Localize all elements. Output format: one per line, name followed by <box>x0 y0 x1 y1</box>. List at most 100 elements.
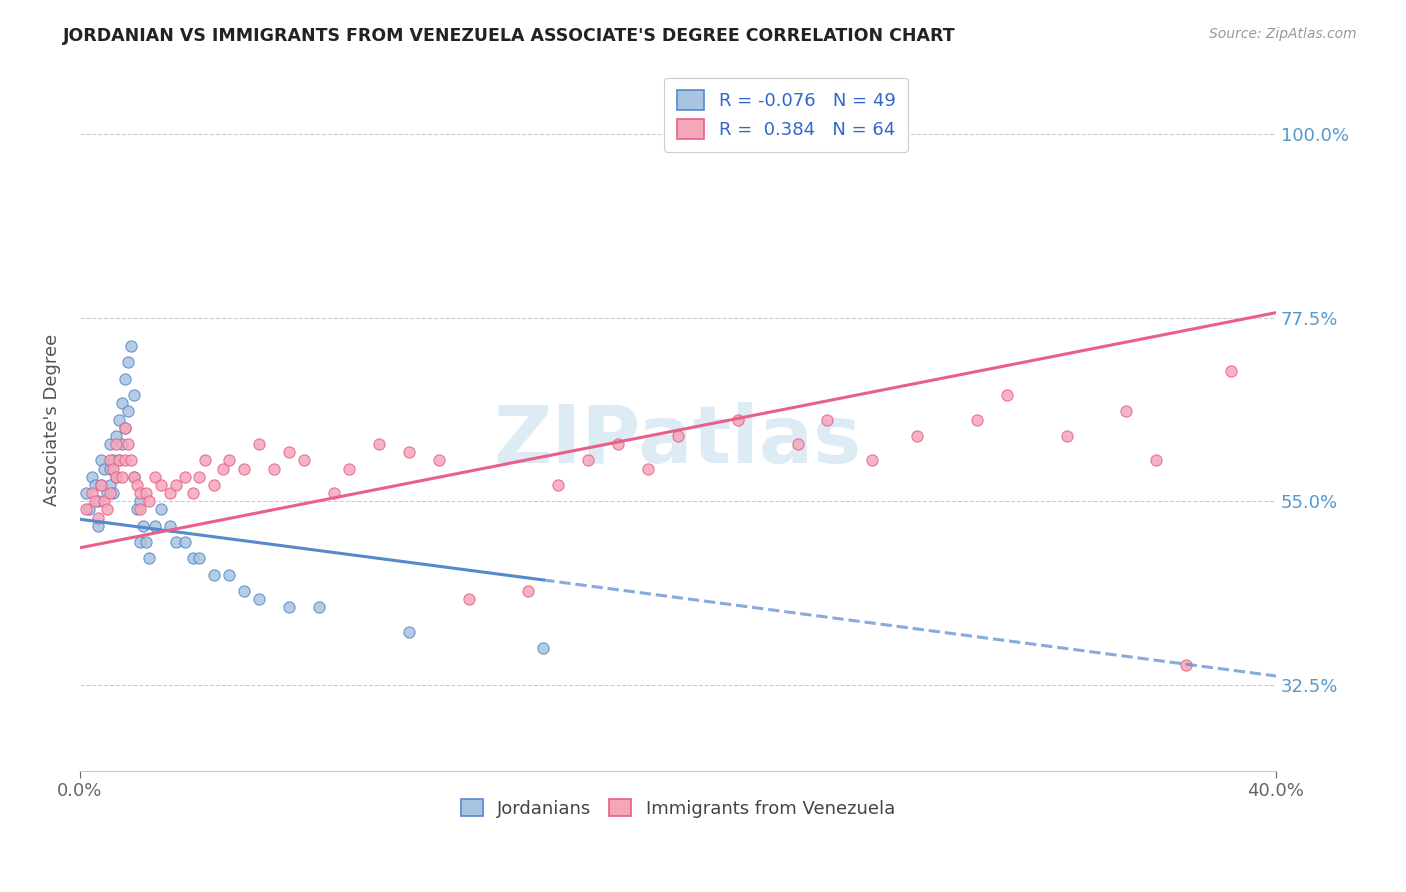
Point <box>786 437 808 451</box>
Point <box>117 437 139 451</box>
Point <box>111 469 134 483</box>
Point <box>104 469 127 483</box>
Point <box>966 412 988 426</box>
Point <box>98 486 121 500</box>
Text: Source: ZipAtlas.com: Source: ZipAtlas.com <box>1209 27 1357 41</box>
Point <box>93 494 115 508</box>
Point <box>122 469 145 483</box>
Point <box>75 502 97 516</box>
Point <box>457 592 479 607</box>
Point <box>138 551 160 566</box>
Y-axis label: Associate's Degree: Associate's Degree <box>44 334 60 506</box>
Point <box>75 486 97 500</box>
Point <box>173 535 195 549</box>
Point <box>233 461 256 475</box>
Point <box>323 486 346 500</box>
Point <box>637 461 659 475</box>
Point <box>96 502 118 516</box>
Point <box>727 412 749 426</box>
Point <box>125 478 148 492</box>
Point <box>292 453 315 467</box>
Point <box>77 502 100 516</box>
Point <box>143 518 166 533</box>
Legend: Jordanians, Immigrants from Venezuela: Jordanians, Immigrants from Venezuela <box>454 792 903 825</box>
Point <box>80 486 103 500</box>
Point <box>815 412 838 426</box>
Point <box>98 437 121 451</box>
Point <box>218 567 240 582</box>
Point <box>101 486 124 500</box>
Point <box>278 600 301 615</box>
Point <box>183 551 205 566</box>
Point <box>107 453 129 467</box>
Point <box>122 469 145 483</box>
Point <box>114 421 136 435</box>
Point <box>104 429 127 443</box>
Point <box>131 518 153 533</box>
Point <box>547 478 569 492</box>
Point <box>159 486 181 500</box>
Point <box>188 551 211 566</box>
Point <box>1056 429 1078 443</box>
Point <box>247 592 270 607</box>
Point <box>104 469 127 483</box>
Point <box>159 518 181 533</box>
Point <box>173 469 195 483</box>
Point <box>128 502 150 516</box>
Point <box>98 478 121 492</box>
Point <box>204 478 226 492</box>
Point <box>101 461 124 475</box>
Point <box>1220 363 1243 377</box>
Point <box>398 445 420 459</box>
Point <box>149 502 172 516</box>
Point <box>107 412 129 426</box>
Point <box>1144 453 1167 467</box>
Point <box>111 396 134 410</box>
Point <box>212 461 235 475</box>
Point <box>87 510 110 524</box>
Point <box>87 494 110 508</box>
Point <box>93 461 115 475</box>
Point <box>666 429 689 443</box>
Point <box>517 584 540 599</box>
Point <box>247 437 270 451</box>
Point <box>135 486 157 500</box>
Point <box>263 461 285 475</box>
Point <box>114 421 136 435</box>
Point <box>117 404 139 418</box>
Point <box>398 624 420 639</box>
Point <box>114 453 136 467</box>
Point <box>122 388 145 402</box>
Point <box>128 535 150 549</box>
Point <box>98 461 121 475</box>
Point <box>1175 657 1198 672</box>
Point <box>125 502 148 516</box>
Point <box>165 535 187 549</box>
Point <box>120 453 142 467</box>
Point <box>96 486 118 500</box>
Point <box>1115 404 1137 418</box>
Point <box>337 461 360 475</box>
Point <box>101 453 124 467</box>
Point <box>90 453 112 467</box>
Point <box>87 518 110 533</box>
Point <box>427 453 450 467</box>
Point <box>183 486 205 500</box>
Point <box>233 584 256 599</box>
Point <box>111 437 134 451</box>
Point <box>143 469 166 483</box>
Point <box>367 437 389 451</box>
Point <box>128 486 150 500</box>
Point <box>607 437 630 451</box>
Point <box>114 372 136 386</box>
Point <box>194 453 217 467</box>
Text: ZIPatlas: ZIPatlas <box>494 401 862 480</box>
Point <box>188 469 211 483</box>
Point <box>90 478 112 492</box>
Point <box>107 453 129 467</box>
Point <box>98 453 121 467</box>
Point <box>83 494 105 508</box>
Point <box>80 469 103 483</box>
Point <box>860 453 883 467</box>
Point <box>120 339 142 353</box>
